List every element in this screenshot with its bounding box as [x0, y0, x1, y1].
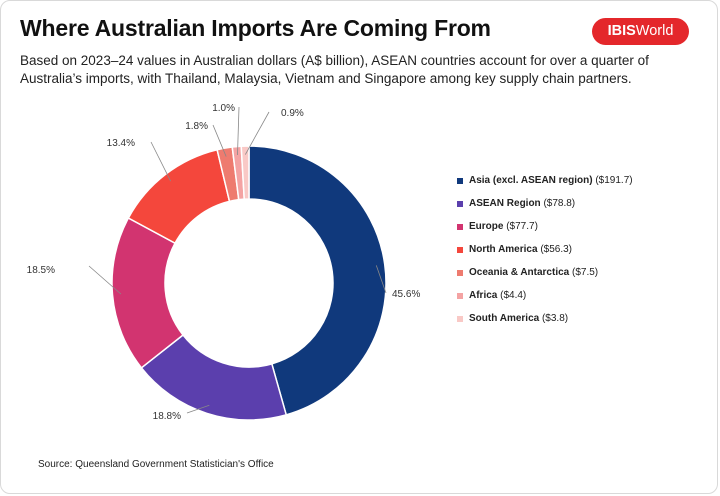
legend-category: Oceania & Antarctica: [469, 267, 570, 278]
chart-subtitle: Based on 2023–24 values in Australian do…: [20, 53, 649, 86]
leader-line-6: [237, 106, 240, 156]
logo-regular-text: World: [635, 23, 674, 39]
percent-label-1: 45.6%: [392, 289, 420, 300]
legend-label: ASEAN Region ($78.8): [469, 196, 575, 212]
percent-label-4: 13.4%: [107, 138, 135, 149]
legend-value: ($4.4): [497, 290, 527, 301]
legend-swatch: [457, 270, 463, 276]
source-note: Source: Queensland Government Statistici…: [38, 459, 274, 470]
leader-line-2: [186, 404, 210, 414]
leader-line-7: [245, 111, 270, 155]
donut-slice-7: [240, 145, 250, 200]
legend-value: ($191.7): [592, 175, 633, 186]
legend-label: Asia (excl. ASEAN region) ($191.7): [469, 173, 633, 189]
legend-category: ASEAN Region: [469, 198, 541, 209]
logo-bold-text: IBIS: [607, 23, 636, 39]
legend-label: Oceania & Antarctica ($7.5): [469, 265, 598, 281]
leader-line-5: [212, 124, 227, 157]
legend-label: Africa ($4.4): [469, 288, 526, 304]
legend-category: Europe: [469, 221, 504, 232]
legend-label: North America ($56.3): [469, 242, 572, 258]
donut-slice-1: [248, 145, 387, 416]
percent-label-2: 18.8%: [153, 411, 181, 422]
legend-category: Africa: [469, 290, 498, 301]
legend-category: Asia (excl. ASEAN region): [469, 175, 593, 186]
legend-swatch: [457, 201, 463, 207]
leader-line-4: [150, 141, 172, 182]
leader-line-1: [375, 265, 387, 294]
legend-swatch: [457, 224, 463, 230]
legend-value: ($77.7): [503, 221, 538, 232]
legend-swatch: [457, 178, 463, 184]
legend-swatch: [457, 247, 463, 253]
legend-label: Europe ($77.7): [469, 219, 538, 235]
donut-chart: 45.6% 18.8% 18.5% 13.4% 1.8% 1.0% 0.9%: [27, 103, 421, 422]
legend-swatch: [457, 293, 463, 299]
ibisworld-logo: IBISWorld: [592, 18, 689, 45]
percent-label-7: 0.9%: [281, 108, 304, 119]
legend-value: ($7.5): [569, 267, 599, 278]
leader-line-3: [88, 265, 122, 295]
percent-label-6: 1.0%: [212, 103, 235, 114]
percent-label-5: 1.8%: [185, 121, 208, 132]
legend-category: North America: [469, 244, 538, 255]
chart-title: Where Australian Imports Are Coming From: [20, 15, 491, 41]
legend-swatch: [457, 316, 463, 322]
legend-category: South America: [469, 313, 540, 324]
legend-value: ($3.8): [539, 313, 569, 324]
legend-value: ($56.3): [537, 244, 573, 255]
legend-value: ($78.8): [540, 198, 576, 209]
percent-label-3: 18.5%: [27, 265, 55, 276]
legend-label: South America ($3.8): [469, 311, 568, 327]
